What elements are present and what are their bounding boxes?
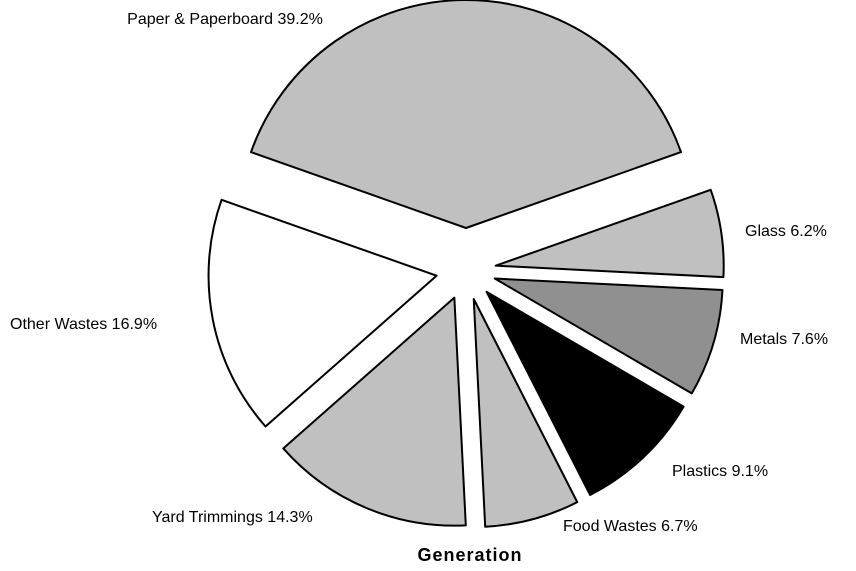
slice-category: Yard Trimmings xyxy=(152,509,263,526)
slice-category: Glass xyxy=(745,223,786,240)
slice-value: 39.2% xyxy=(277,11,322,28)
slice-label: Glass 6.2% xyxy=(745,223,827,240)
slice-value: 7.6% xyxy=(792,331,828,348)
slice-value: 14.3% xyxy=(267,509,312,526)
pie-slice xyxy=(472,297,579,528)
slice-label: Plastics 9.1% xyxy=(672,463,768,480)
chart-title: Generation xyxy=(417,545,522,565)
slice-label: Paper & Paperboard 39.2% xyxy=(127,11,323,28)
slice-category: Plastics xyxy=(672,463,727,480)
slice-category: Paper & Paperboard xyxy=(127,11,273,28)
slice-category: Other Wastes xyxy=(10,316,107,333)
slice-category: Food Wastes xyxy=(563,518,657,535)
slice-value: 6.7% xyxy=(661,518,697,535)
slice-value: 6.2% xyxy=(790,223,826,240)
slice-label: Yard Trimmings 14.3% xyxy=(152,509,313,526)
pie-slice xyxy=(282,296,467,527)
slice-category: Metals xyxy=(740,331,787,348)
slice-value: 9.1% xyxy=(732,463,768,480)
slice-label: Food Wastes 6.7% xyxy=(563,518,698,535)
slice-value: 16.9% xyxy=(112,316,157,333)
slice-label: Other Wastes 16.9% xyxy=(10,316,157,333)
pie-slice xyxy=(207,198,438,428)
pie-slice xyxy=(494,188,725,279)
pie-slice xyxy=(249,0,683,229)
slice-label: Metals 7.6% xyxy=(740,331,828,348)
pie-slice xyxy=(485,290,685,496)
pie-slice xyxy=(493,277,724,395)
